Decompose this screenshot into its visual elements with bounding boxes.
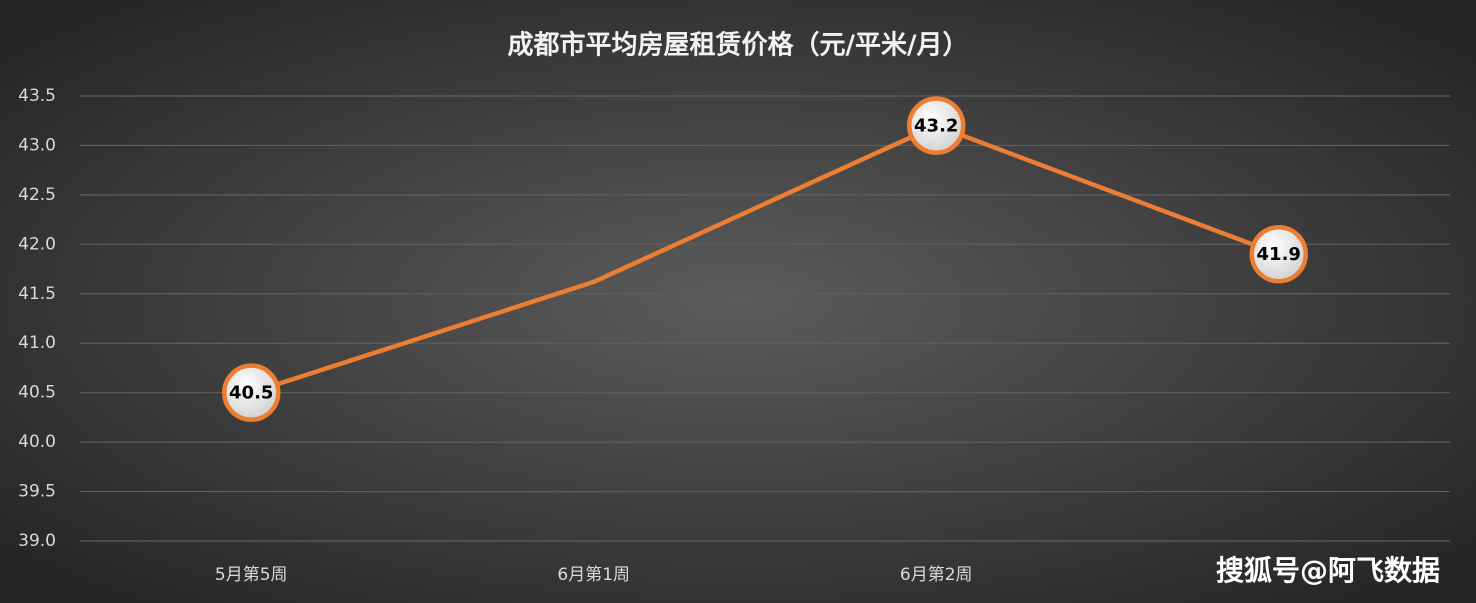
y-tick-label: 43.0 xyxy=(18,135,56,155)
x-tick-label: 6月第1周 xyxy=(557,565,630,585)
chart-title: 成都市平均房屋租赁价格（元/平米/月） xyxy=(508,30,969,61)
y-tick-label: 42.0 xyxy=(18,234,56,254)
y-tick-label: 39.5 xyxy=(18,482,56,502)
data-label: 40.5 xyxy=(229,383,273,404)
y-tick-label: 41.0 xyxy=(18,333,56,353)
line xyxy=(250,123,1280,395)
marker xyxy=(907,96,966,155)
y-tick-label: 41.5 xyxy=(18,284,56,304)
y-tick-label: 43.5 xyxy=(18,86,56,106)
y-tick-label: 42.5 xyxy=(18,185,56,205)
y-tick-label: 39.0 xyxy=(18,531,56,551)
y-tick-label: 40.5 xyxy=(18,383,56,403)
x-tick-label: 6月第2周 xyxy=(900,565,973,585)
data-label: 43.2 xyxy=(914,116,958,137)
marker xyxy=(1249,224,1308,284)
data-label: 41.9 xyxy=(1257,244,1301,265)
y-tick-label: 40.0 xyxy=(18,432,56,452)
watermark: 搜狐号@阿飞数据 xyxy=(1216,554,1440,587)
marker xyxy=(222,363,281,422)
x-tick-label: 5月第5周 xyxy=(215,565,288,585)
